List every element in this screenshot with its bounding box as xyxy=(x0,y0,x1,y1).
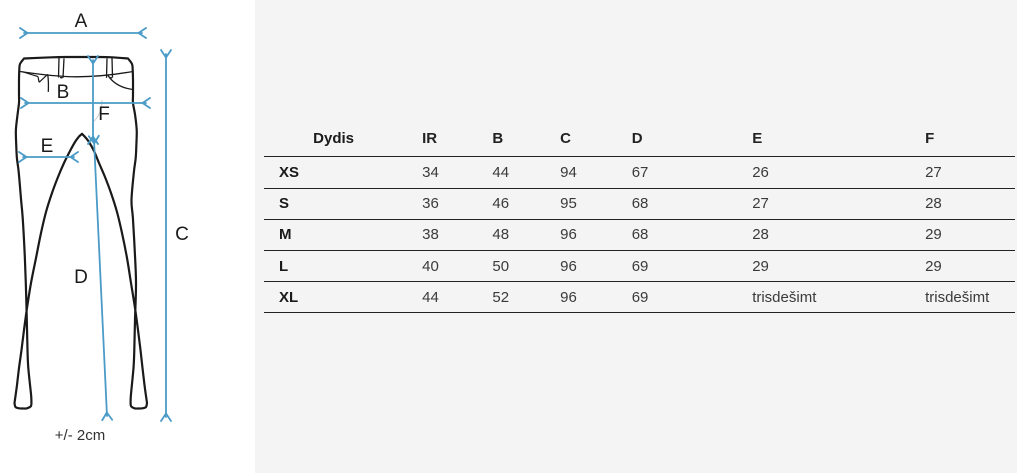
svg-text:E: E xyxy=(41,136,54,157)
svg-text:B: B xyxy=(57,82,70,103)
svg-text:+/- 2cm: +/- 2cm xyxy=(55,427,105,444)
svg-text:C: C xyxy=(175,224,189,245)
svg-text:F: F xyxy=(98,104,110,125)
svg-text:A: A xyxy=(75,11,88,32)
svg-text:D: D xyxy=(74,267,88,288)
